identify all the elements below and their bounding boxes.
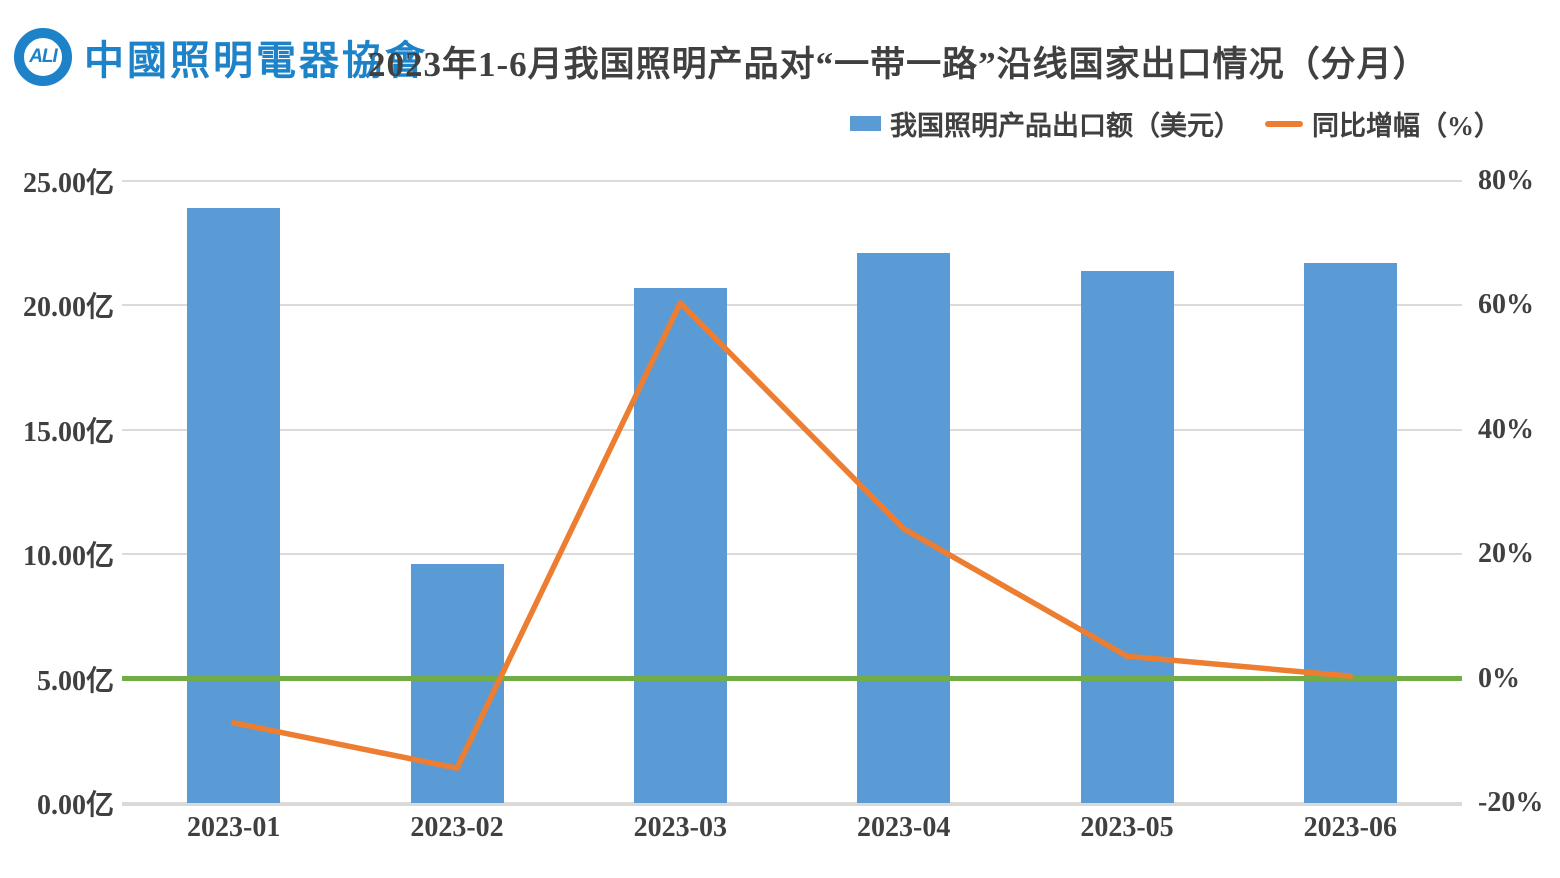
x-axis-label: 2023-02 (410, 812, 504, 843)
x-axis-label: 2023-01 (186, 812, 281, 843)
export-bar (857, 253, 951, 803)
gridline (122, 304, 1462, 307)
left-axis-tick: 20.00亿 (22, 292, 114, 324)
legend-label-growth: 同比增幅（%） (1312, 111, 1501, 141)
legend-label-exports: 我国照明产品出口额（美元） (890, 111, 1241, 141)
x-axis-label: 2023-04 (856, 812, 951, 843)
x-axis-label: 2023-05 (1080, 812, 1174, 843)
right-axis-tick: 0% (1478, 662, 1520, 694)
chart-title: 2023年1-6月我国照明产品对“一带一路”沿线国家出口情况（分月） (368, 45, 1429, 84)
right-axis-tick: 40% (1478, 413, 1534, 445)
right-axis-tick: 20% (1478, 538, 1534, 570)
logo-org-name: 中國照明電器協會 (84, 38, 428, 83)
gridline (122, 802, 1462, 804)
gridline (122, 428, 1462, 431)
right-axis-tick: 80% (1478, 165, 1534, 196)
zero-growth-line (122, 676, 1462, 682)
left-axis-tick: 10.00亿 (22, 541, 114, 573)
x-axis-label: 2023-03 (633, 812, 727, 843)
left-axis-tick: 5.00亿 (36, 665, 114, 697)
gridline (122, 553, 1462, 556)
export-bar (410, 564, 504, 803)
export-bar (633, 287, 727, 803)
growth-line (230, 300, 1354, 771)
left-axis-tick: 15.00亿 (22, 416, 114, 448)
chart-legend: 我国照明产品出口额（美元） 同比增幅（%） (850, 104, 1501, 143)
x-axis-line (122, 804, 1462, 806)
line-series-swatch-icon (1265, 120, 1303, 127)
logo-ring-icon: ALI (14, 28, 72, 86)
left-axis-tick: 25.00亿 (22, 168, 114, 199)
export-bar (1080, 270, 1174, 803)
gridline (122, 180, 1462, 182)
legend-item-growth: 同比增幅（%） (1265, 104, 1501, 143)
export-bar (1303, 263, 1397, 803)
legend-item-exports: 我国照明产品出口额（美元） (850, 104, 1241, 143)
export-bar (187, 208, 281, 803)
right-axis-tick: -20% (1478, 787, 1544, 818)
right-axis-tick: 60% (1478, 289, 1534, 321)
logo-abbr: ALI (29, 46, 58, 67)
cali-logo: ALI 中國照明電器協會 (14, 28, 428, 86)
x-axis-label: 2023-06 (1303, 812, 1397, 843)
left-axis-tick: 0.00亿 (36, 790, 114, 821)
bar-series-swatch-icon (850, 116, 881, 131)
